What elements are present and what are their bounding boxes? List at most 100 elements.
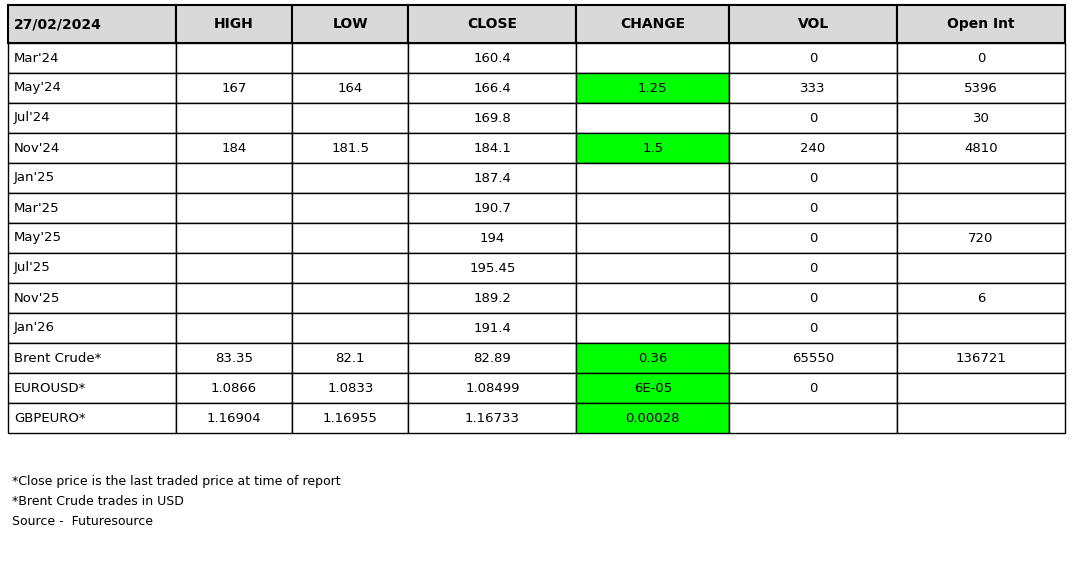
Bar bbox=[576, 103, 729, 133]
Text: 0: 0 bbox=[808, 172, 817, 185]
Bar bbox=[176, 73, 292, 103]
Bar bbox=[576, 253, 729, 283]
Bar bbox=[176, 163, 292, 193]
Bar bbox=[408, 73, 576, 103]
Bar bbox=[8, 253, 176, 283]
Text: 181.5: 181.5 bbox=[331, 141, 370, 154]
Text: Jan'26: Jan'26 bbox=[14, 321, 55, 335]
Bar bbox=[176, 43, 292, 73]
Bar bbox=[408, 163, 576, 193]
Bar bbox=[576, 73, 729, 103]
Bar bbox=[176, 283, 292, 313]
Bar bbox=[897, 43, 1065, 73]
Text: 164: 164 bbox=[338, 81, 363, 94]
Text: Nov'24: Nov'24 bbox=[14, 141, 60, 154]
Text: 0: 0 bbox=[808, 261, 817, 274]
Bar bbox=[729, 193, 897, 223]
Text: CHANGE: CHANGE bbox=[620, 17, 686, 31]
Text: Nov'25: Nov'25 bbox=[14, 291, 60, 304]
Text: 191.4: 191.4 bbox=[473, 321, 512, 335]
Bar bbox=[576, 343, 729, 373]
Text: 1.25: 1.25 bbox=[637, 81, 668, 94]
Bar bbox=[8, 103, 176, 133]
Text: 1.16733: 1.16733 bbox=[465, 411, 520, 424]
Text: 187.4: 187.4 bbox=[473, 172, 512, 185]
Text: 190.7: 190.7 bbox=[473, 202, 512, 215]
Text: CLOSE: CLOSE bbox=[468, 17, 517, 31]
Text: GBPEURO*: GBPEURO* bbox=[14, 411, 86, 424]
Bar bbox=[729, 133, 897, 163]
Text: 240: 240 bbox=[801, 141, 826, 154]
Bar bbox=[292, 193, 408, 223]
Text: Jul'25: Jul'25 bbox=[14, 261, 51, 274]
Bar bbox=[292, 223, 408, 253]
Text: 189.2: 189.2 bbox=[473, 291, 512, 304]
Bar bbox=[176, 103, 292, 133]
Text: 4810: 4810 bbox=[964, 141, 998, 154]
Bar bbox=[897, 283, 1065, 313]
Bar bbox=[576, 223, 729, 253]
Text: 1.5: 1.5 bbox=[642, 141, 663, 154]
Bar bbox=[408, 253, 576, 283]
Bar bbox=[897, 5, 1065, 43]
Bar bbox=[292, 103, 408, 133]
Bar bbox=[729, 253, 897, 283]
Bar bbox=[729, 163, 897, 193]
Text: HIGH: HIGH bbox=[214, 17, 254, 31]
Text: 0: 0 bbox=[808, 52, 817, 65]
Bar bbox=[8, 313, 176, 343]
Bar bbox=[576, 403, 729, 433]
Text: 0: 0 bbox=[808, 382, 817, 395]
Bar bbox=[408, 103, 576, 133]
Bar bbox=[292, 133, 408, 163]
Bar bbox=[292, 43, 408, 73]
Bar bbox=[176, 373, 292, 403]
Text: Source -  Futuresource: Source - Futuresource bbox=[12, 515, 153, 528]
Bar bbox=[8, 43, 176, 73]
Bar bbox=[176, 193, 292, 223]
Bar bbox=[576, 5, 729, 43]
Bar bbox=[176, 5, 292, 43]
Bar bbox=[408, 133, 576, 163]
Bar bbox=[729, 373, 897, 403]
Bar bbox=[729, 73, 897, 103]
Text: Jul'24: Jul'24 bbox=[14, 111, 51, 124]
Bar bbox=[408, 343, 576, 373]
Bar bbox=[8, 223, 176, 253]
Text: 0: 0 bbox=[808, 232, 817, 244]
Bar bbox=[8, 5, 176, 43]
Bar bbox=[729, 103, 897, 133]
Bar bbox=[292, 373, 408, 403]
Bar bbox=[292, 313, 408, 343]
Bar bbox=[897, 253, 1065, 283]
Bar bbox=[897, 223, 1065, 253]
Text: 1.08499: 1.08499 bbox=[465, 382, 519, 395]
Text: 194: 194 bbox=[479, 232, 505, 244]
Bar bbox=[408, 223, 576, 253]
Bar bbox=[576, 43, 729, 73]
Bar bbox=[292, 73, 408, 103]
Bar bbox=[176, 133, 292, 163]
Text: 720: 720 bbox=[969, 232, 993, 244]
Text: 167: 167 bbox=[221, 81, 247, 94]
Text: May'24: May'24 bbox=[14, 81, 62, 94]
Bar bbox=[576, 283, 729, 313]
Text: 0: 0 bbox=[808, 291, 817, 304]
Text: 195.45: 195.45 bbox=[470, 261, 516, 274]
Bar bbox=[576, 193, 729, 223]
Text: *Brent Crude trades in USD: *Brent Crude trades in USD bbox=[12, 495, 184, 508]
Bar bbox=[576, 163, 729, 193]
Bar bbox=[8, 133, 176, 163]
Text: 333: 333 bbox=[800, 81, 826, 94]
Bar bbox=[8, 193, 176, 223]
Text: 1.0866: 1.0866 bbox=[211, 382, 257, 395]
Bar bbox=[8, 373, 176, 403]
Bar bbox=[176, 223, 292, 253]
Bar bbox=[176, 343, 292, 373]
Bar bbox=[897, 193, 1065, 223]
Bar bbox=[729, 343, 897, 373]
Bar bbox=[176, 253, 292, 283]
Bar bbox=[408, 43, 576, 73]
Bar bbox=[729, 313, 897, 343]
Text: 0: 0 bbox=[808, 111, 817, 124]
